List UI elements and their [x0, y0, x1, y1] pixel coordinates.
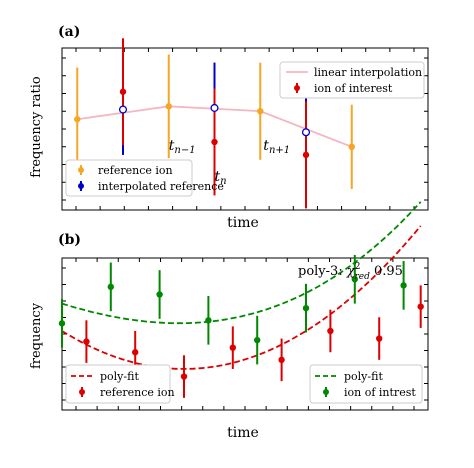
legend-poly-fit-green-label: poly-fit: [344, 370, 383, 383]
reference-ion-point: [132, 349, 139, 356]
legend-linear-interpolation-label: linear interpolation: [314, 66, 422, 79]
panel-b-xlabel: time: [227, 425, 259, 441]
interpolated-reference-marker: [301, 128, 311, 137]
fit-quality-chi: χ: [346, 264, 356, 279]
fit-quality-annotation: poly-3: χ2 red 0.95: [298, 262, 403, 282]
ion-of-interest-point: [211, 138, 218, 146]
legend-ion-of-intrest: [323, 389, 329, 395]
reference-ion-point: [229, 344, 236, 351]
legend-interpolated-reference-marker: [78, 183, 84, 189]
panel-a-label: (a): [58, 24, 80, 40]
fit-quality-sub: red: [354, 272, 370, 282]
ion-of-interest-point: [119, 88, 127, 95]
panel-a-xlabel: time: [227, 215, 259, 231]
ion-of-intrest-point: [156, 291, 163, 298]
poly-fit-interest-curve: [61, 201, 422, 325]
ion-of-interest-point: [302, 151, 310, 159]
legend-top-right: [279, 61, 425, 99]
time-annotation-sub: n: [220, 176, 226, 187]
time-annotation: tn−1: [169, 138, 196, 156]
fit-quality-value: 0.95: [370, 264, 403, 279]
fit-quality-prefix: poly-3:: [298, 264, 347, 279]
reference-ion-point: [417, 303, 424, 310]
ion-of-intrest-point: [302, 304, 310, 312]
legend-interpolated-reference-label: interpolated reference: [98, 180, 224, 193]
legend-reference-ion-marker: [78, 167, 84, 173]
ion-of-intrest-point: [400, 282, 407, 289]
reference-ion-point: [257, 107, 264, 115]
legend-poly-fit-red-label: poly-fit: [100, 370, 139, 383]
legend-reference-ion-b-label: reference ion: [100, 386, 175, 399]
panel-a-ylabel: frequency ratio: [29, 76, 44, 178]
legend-ion-of-interest-marker: [294, 85, 300, 91]
legend-ion-of-interest-label: ion of interest: [314, 82, 393, 95]
legend-reference-ion-label: reference ion: [98, 164, 173, 177]
reference-ion-point: [83, 338, 90, 345]
time-annotation-sub: n+1: [269, 145, 290, 156]
legend-bottom-left: [65, 159, 193, 197]
legend-bottom-right-b: [309, 364, 423, 404]
time-annotation: tn+1: [263, 138, 290, 156]
reference-ion-point: [278, 356, 285, 364]
legend-reference-ion-b: [79, 389, 85, 395]
ion-of-intrest-point: [351, 276, 358, 283]
fit-quality-sup: 2: [355, 262, 361, 272]
reference-ion-point: [180, 373, 188, 380]
panel-b: poly-3: χ2 red 0.95 poly-fit reference ion p…: [58, 201, 429, 411]
reference-ion-point: [74, 116, 81, 123]
ion-of-intrest-point: [254, 336, 261, 344]
legend-bottom-left-b: [65, 364, 171, 404]
interpolated-reference-marker: [118, 105, 128, 114]
panel-b-ylabel: frequency: [29, 302, 44, 369]
ion-of-intrest-point: [107, 283, 115, 291]
interpolated-reference-marker: [210, 103, 219, 112]
reference-ion-point: [348, 143, 355, 151]
ion-of-intrest-point: [205, 317, 212, 324]
reference-ion-point: [165, 103, 172, 110]
ion-of-intrest-point: [58, 320, 66, 327]
reference-ion-point: [327, 327, 334, 335]
reference-ion-point: [376, 335, 383, 342]
panel-b-label: (b): [58, 232, 81, 248]
poly-fit-reference-curve: [61, 225, 422, 370]
legend-ion-of-intrest-label: ion of intrest: [344, 386, 416, 399]
time-annotation-sub: n−1: [174, 145, 195, 156]
